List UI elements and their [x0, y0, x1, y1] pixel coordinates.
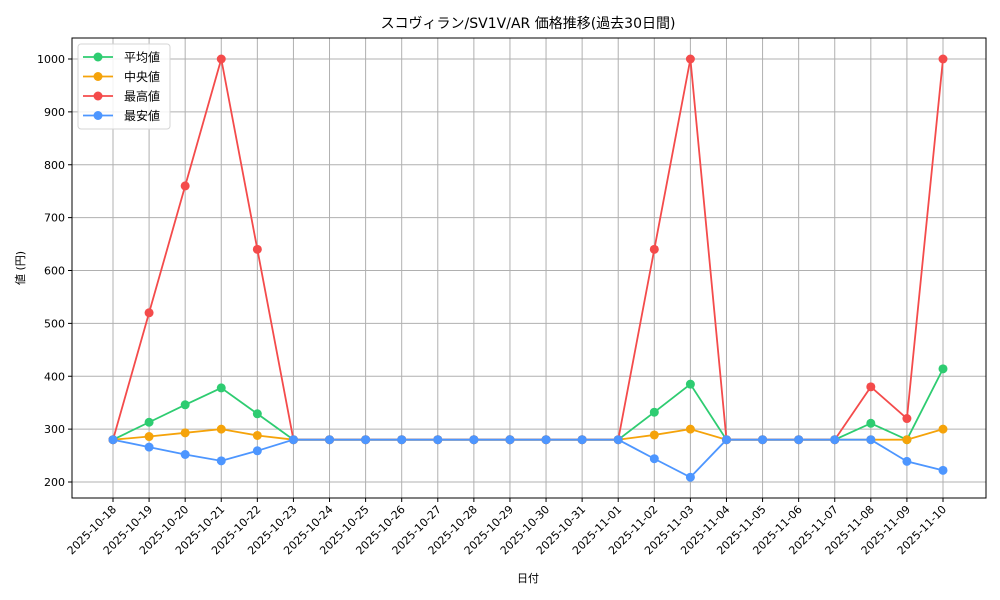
data-point: [180, 450, 190, 460]
data-point: [649, 407, 659, 417]
data-point: [252, 430, 262, 440]
series-line: [112, 58, 944, 441]
data-point: [144, 308, 154, 318]
series-line: [112, 428, 944, 441]
data-point: [252, 244, 262, 254]
data-point: [902, 435, 912, 445]
legend-marker-icon: [93, 52, 103, 62]
data-point: [180, 181, 190, 191]
data-point: [288, 435, 298, 445]
data-point: [252, 409, 262, 419]
series-3: [108, 435, 948, 482]
data-point: [938, 465, 948, 475]
legend-label: 最高値: [124, 89, 160, 104]
data-point: [649, 454, 659, 464]
y-tick-label: 200: [44, 476, 65, 489]
y-tick-label: 700: [44, 212, 65, 225]
data-point: [721, 435, 731, 445]
data-point: [541, 435, 551, 445]
data-point: [938, 364, 948, 374]
data-point: [685, 379, 695, 389]
y-tick-label: 300: [44, 423, 65, 436]
data-point: [902, 414, 912, 424]
data-point: [216, 456, 226, 466]
data-point: [144, 442, 154, 452]
data-point: [613, 435, 623, 445]
data-point: [180, 428, 190, 438]
y-axis-label: 値 (円): [14, 251, 27, 285]
data-point: [794, 435, 804, 445]
data-point: [144, 432, 154, 442]
data-point: [649, 430, 659, 440]
data-point: [685, 54, 695, 64]
chart-title: スコヴィラン/SV1V/AR 価格推移(過去30日間): [381, 15, 676, 32]
legend-marker-icon: [93, 72, 103, 81]
data-point: [144, 417, 154, 427]
y-tick-label: 800: [44, 159, 65, 172]
data-point: [938, 424, 948, 434]
data-point: [397, 435, 407, 445]
data-point: [830, 435, 840, 445]
y-tick-label: 600: [44, 265, 65, 278]
data-point: [938, 54, 948, 64]
data-point: [866, 382, 876, 392]
data-point: [216, 54, 226, 64]
y-axis: 200 300 400 500 600 700 800 900 1000: [37, 53, 72, 489]
plot-frame: [71, 37, 987, 499]
legend-marker-icon: [93, 111, 103, 120]
legend-label: 最安値: [124, 108, 160, 123]
y-tick-label: 1000: [37, 53, 65, 66]
data-point: [325, 435, 335, 445]
legend-box: [77, 43, 171, 130]
data-point: [758, 435, 768, 445]
legend-marker-icon: [93, 91, 103, 101]
data-point: [685, 424, 695, 434]
data-point: [866, 435, 876, 445]
legend-label: 中央値: [124, 69, 160, 84]
x-axis: 2025-10-182025-10-192025-10-202025-10-21…: [65, 498, 949, 557]
series-1: [108, 424, 948, 445]
data-point: [216, 383, 226, 393]
data-point: [577, 435, 587, 445]
data-point: [108, 435, 118, 445]
data-point: [685, 472, 695, 482]
data-point: [180, 400, 190, 410]
data-point: [505, 435, 515, 445]
legend-label: 平均値: [124, 50, 160, 65]
data-point: [902, 456, 912, 466]
data-point: [649, 244, 659, 254]
grid-lines: [72, 38, 986, 498]
y-tick-label: 500: [44, 317, 65, 330]
data-point: [469, 435, 479, 445]
y-tick-label: 400: [44, 370, 65, 383]
series-lines: [108, 54, 948, 482]
y-tick-label: 900: [44, 106, 65, 119]
x-axis-label: 日付: [517, 572, 539, 585]
data-point: [216, 424, 226, 434]
series-line: [112, 438, 944, 479]
data-point: [361, 435, 371, 445]
data-point: [433, 435, 443, 445]
series-2: [108, 54, 948, 445]
data-point: [252, 446, 262, 456]
data-point: [866, 418, 876, 428]
